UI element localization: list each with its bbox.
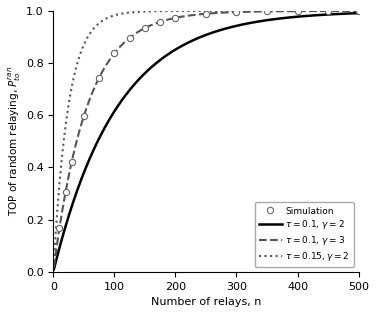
$\tau=0.1,\/ \gamma=3$: [347, 9, 352, 13]
Simulation: [143, 26, 147, 30]
Simulation: [234, 10, 239, 14]
Line: $\tau=0.15, \gamma=2$: $\tau=0.15, \gamma=2$: [54, 11, 359, 261]
Line: $\tau=0.1,\/ \gamma=2$: $\tau=0.1,\/ \gamma=2$: [54, 13, 359, 269]
Simulation: [127, 36, 132, 40]
$\tau=0.15, \gamma=2$: [192, 9, 196, 13]
$\tau=0.1,\/ \gamma=3$: [52, 265, 56, 269]
Simulation: [63, 191, 68, 194]
$\tau=0.1,\/ \gamma=2$: [200, 35, 204, 38]
$\tau=0.15, \gamma=2$: [347, 9, 352, 13]
$\tau=0.1,\/ \gamma=3$: [347, 9, 352, 13]
Simulation: [158, 20, 162, 24]
$\tau=0.15, \gamma=2$: [52, 259, 56, 263]
$\tau=0.1,\/ \gamma=3$: [291, 9, 296, 13]
$\tau=0.1,\/ \gamma=2$: [291, 15, 296, 19]
$\tau=0.1,\/ \gamma=3$: [67, 171, 72, 174]
Simulation: [97, 76, 102, 80]
$\tau=0.1,\/ \gamma=2$: [52, 268, 56, 271]
$\tau=0.15, \gamma=2$: [356, 9, 361, 13]
$\tau=0.15, \gamma=2$: [67, 98, 72, 101]
$\tau=0.1,\/ \gamma=3$: [200, 12, 204, 16]
Line: $\tau=0.1,\/ \gamma=3$: $\tau=0.1,\/ \gamma=3$: [54, 11, 359, 267]
$\tau=0.1,\/ \gamma=3$: [356, 9, 361, 13]
Legend: Simulation, $\tau=0.1,\/ \gamma=2$, $\tau=0.1,\/ \gamma=3$, $\tau=0.15, \gamma=2: Simulation, $\tau=0.1,\/ \gamma=2$, $\ta…: [255, 202, 354, 267]
$\tau=0.15, \gamma=2$: [200, 9, 204, 13]
Simulation: [295, 9, 300, 13]
Simulation: [69, 160, 74, 164]
$\tau=0.15, \gamma=2$: [291, 9, 296, 13]
Simulation: [326, 9, 330, 13]
$\tau=0.1,\/ \gamma=2$: [347, 12, 352, 15]
Line: Simulation: Simulation: [56, 8, 362, 232]
Simulation: [204, 12, 208, 16]
Y-axis label: TOP of random relaying, $P_{to}^{ran}$: TOP of random relaying, $P_{to}^{ran}$: [7, 66, 23, 216]
Simulation: [82, 114, 86, 118]
Simulation: [356, 9, 361, 13]
$\tau=0.1,\/ \gamma=3$: [192, 13, 196, 17]
$\tau=0.1,\/ \gamma=2$: [67, 212, 72, 215]
Simulation: [57, 227, 62, 230]
Simulation: [173, 16, 177, 20]
$\tau=0.1,\/ \gamma=2$: [347, 12, 352, 15]
Simulation: [112, 51, 117, 55]
Simulation: [265, 9, 269, 13]
$\tau=0.1,\/ \gamma=2$: [356, 11, 361, 15]
$\tau=0.1,\/ \gamma=2$: [192, 38, 196, 42]
$\tau=0.15, \gamma=2$: [347, 9, 352, 13]
X-axis label: Number of relays, n: Number of relays, n: [151, 297, 261, 307]
